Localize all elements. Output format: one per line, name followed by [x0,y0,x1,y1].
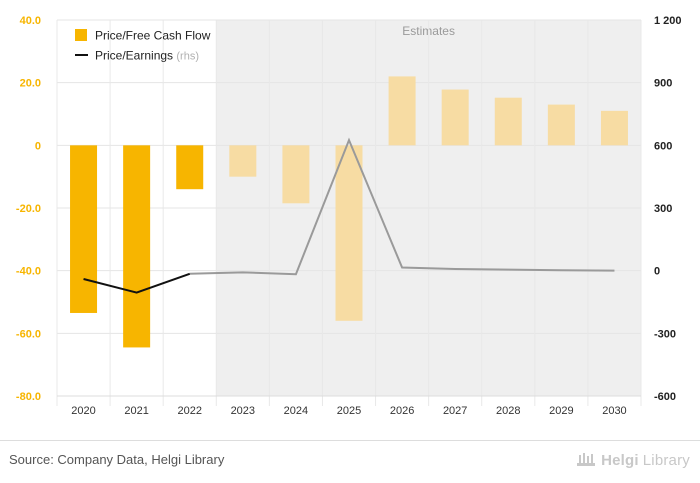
y-right-tick-label: 0 [654,266,660,278]
y-left-tick-label: 20.0 [20,78,41,90]
y-left-tick-label: -60.0 [16,328,41,340]
x-tick-label: 2025 [337,405,361,417]
y-right-tick-label: 1 200 [654,15,682,27]
bar-2022 [176,145,204,190]
chart-svg: Estimates40.020.00-20.0-40.0-60.0-80.01 … [16,15,682,417]
legend-rhs-suffix: (rhs) [176,51,199,63]
x-tick-label: 2024 [284,405,308,417]
logo-text-library: Library [642,451,690,469]
x-tick-label: 2021 [124,405,148,417]
helgi-library-logo[interactable]: Helgi Library [575,451,690,469]
x-tick-label: 2020 [71,405,95,417]
y-right-tick-label: -600 [654,391,676,403]
library-building-icon [577,453,596,466]
y-right-tick-label: 900 [654,78,672,90]
y-left-tick-label: -80.0 [16,391,41,403]
bar-2027 [441,89,469,146]
bar-2020 [70,145,98,313]
bar-2030 [600,110,628,146]
y-left-tick-label: -20.0 [16,203,41,215]
bar-2025 [335,145,363,321]
x-tick-label: 2022 [177,405,201,417]
y-left-tick-label: -40.0 [16,266,41,278]
footer: Source: Company Data, Helgi Library Helg… [0,440,700,483]
bar-2028 [494,97,522,146]
y-right-tick-label: 600 [654,140,672,152]
x-tick-label: 2029 [549,405,573,417]
legend-label-line: Price/Earnings (rhs) [95,49,199,63]
source-note: Source: Company Data, Helgi Library [9,452,225,467]
x-tick-label: 2030 [602,405,626,417]
line-series-estimate [189,137,615,276]
y-right-tick-label: -300 [654,328,676,340]
bar-2021 [123,145,151,348]
x-tick-label: 2027 [443,405,467,417]
y-left-tick-label: 0 [35,140,41,152]
x-tick-label: 2023 [231,405,255,417]
bar-2026 [388,76,416,146]
legend-label-bar: Price/Free Cash Flow [95,29,211,43]
chart-area: Estimates 40.0 20.0 0 -20.0 -40.0 -60.0 -80.0 1 … [16,15,682,417]
y-right-tick-label: 300 [654,203,672,215]
y-left-tick-label: 40.0 [20,15,41,27]
bar-2024 [282,145,310,204]
x-tick-label: 2028 [496,405,520,417]
legend-swatch-bar [75,29,87,41]
bar-2029 [547,104,575,146]
line-series-actual [83,272,191,294]
bar-2023 [229,145,257,177]
x-tick-label: 2026 [390,405,414,417]
legend-line-name: Price/Earnings [95,49,176,63]
logo-text-helgi: Helgi [601,451,639,469]
